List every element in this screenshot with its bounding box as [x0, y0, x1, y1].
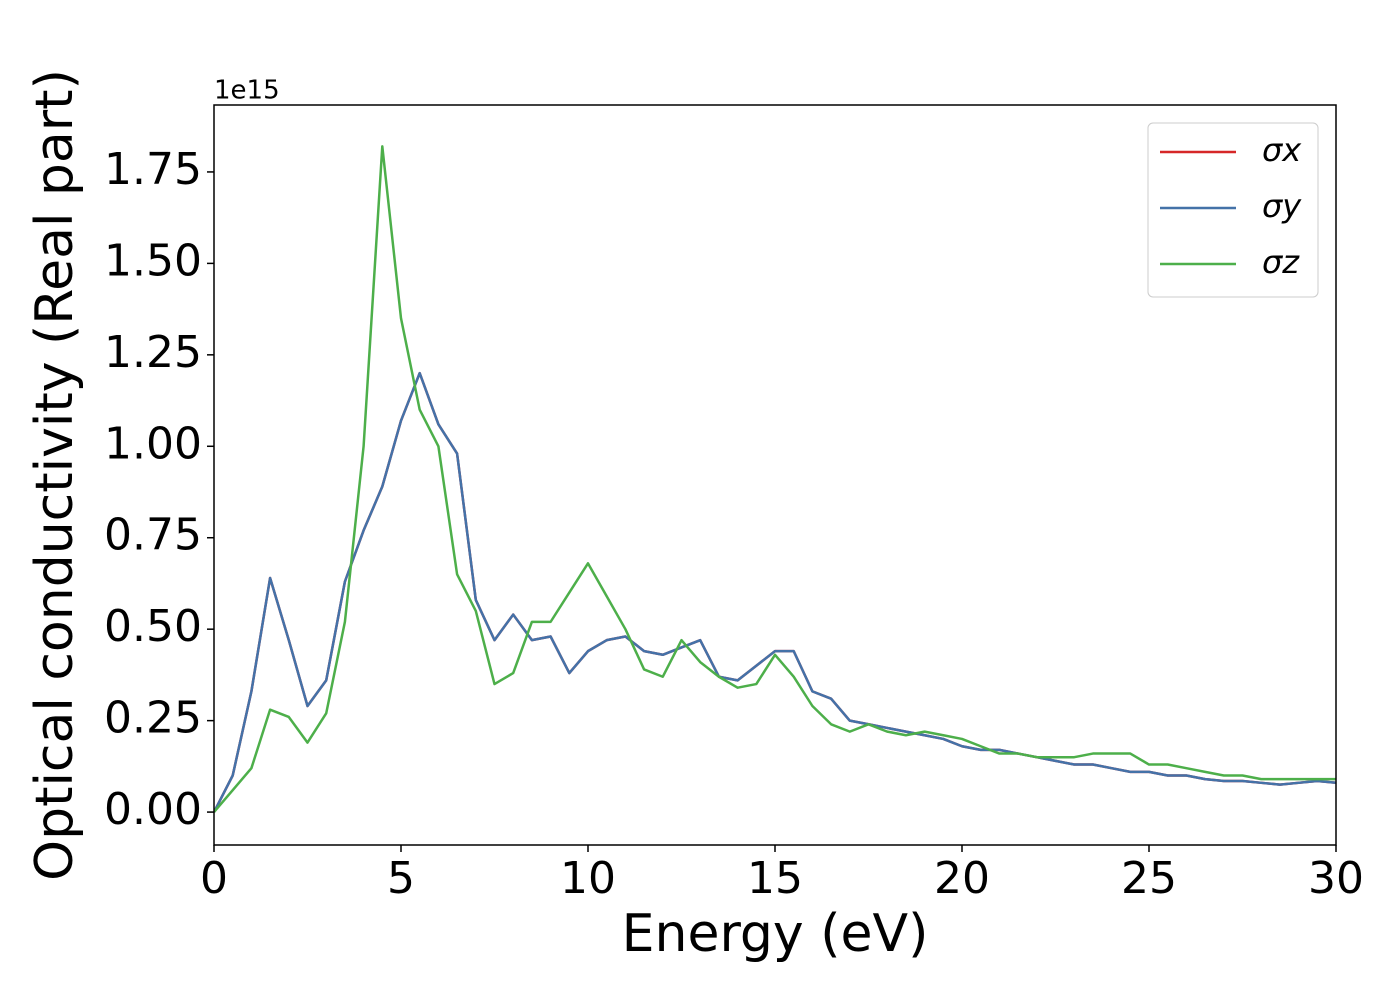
y-tick-label: 0.75 — [104, 510, 202, 561]
y-axis-label: Optical conductivity (Real part) — [25, 69, 85, 881]
series-line — [214, 145, 1336, 813]
x-tick-label: 25 — [1121, 853, 1177, 904]
legend-label: σy — [1262, 187, 1302, 225]
y-tick-label: 0.50 — [104, 601, 202, 652]
x-axis-label: Energy (eV) — [622, 904, 929, 964]
x-tick-label: 30 — [1308, 853, 1364, 904]
y-tick-label: 1.25 — [104, 327, 202, 378]
legend-box — [1147, 122, 1319, 298]
x-tick-label: 20 — [934, 853, 990, 904]
y-tick-label: 1.50 — [104, 235, 202, 286]
y-tick-label: 1.00 — [104, 418, 202, 469]
x-tick-label: 15 — [747, 853, 803, 904]
legend-label: σx — [1262, 131, 1302, 169]
y-tick-label: 0.25 — [104, 693, 202, 744]
y-tick-label: 1.75 — [104, 144, 202, 195]
x-tick-label: 10 — [560, 853, 616, 904]
legend-label: σz — [1262, 243, 1300, 281]
x-tick-label: 0 — [200, 853, 228, 904]
series-line — [214, 371, 1336, 813]
series-line — [214, 371, 1336, 813]
offset-text: 1e15 — [214, 76, 280, 106]
y-tick-label: 0.00 — [104, 784, 202, 835]
x-tick-label: 5 — [387, 853, 415, 904]
plot-frame — [213, 104, 1337, 846]
